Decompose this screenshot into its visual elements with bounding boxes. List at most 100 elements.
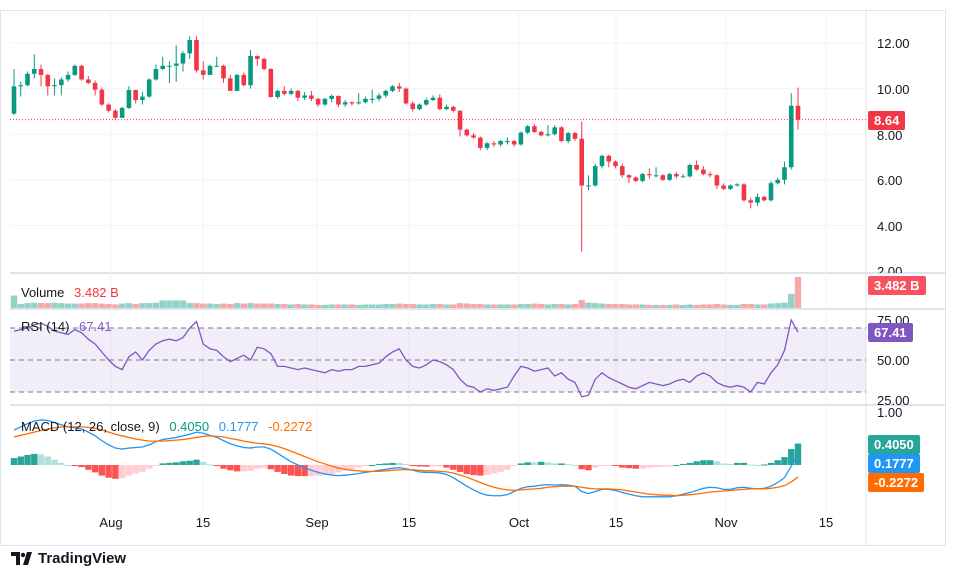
volume-bar xyxy=(477,303,484,308)
volume-bar xyxy=(254,303,261,308)
volume-legend[interactable]: Volume 3.482 B xyxy=(21,285,125,300)
candle-body xyxy=(505,141,510,143)
candle-body xyxy=(329,95,334,99)
volume-bar xyxy=(700,304,707,308)
time-tick: Aug xyxy=(99,515,123,530)
price-tick: 2.00 xyxy=(877,264,903,273)
macd-histogram-bar xyxy=(91,465,99,473)
candle-body xyxy=(484,143,490,148)
candle-body xyxy=(126,89,132,108)
candle-body xyxy=(613,161,618,167)
macd-histogram-bar xyxy=(132,465,139,474)
volume-bar xyxy=(693,304,700,308)
volume-bar xyxy=(625,304,633,308)
macd-histogram-bar xyxy=(673,465,680,466)
volume-bar xyxy=(179,300,187,308)
volume-bar xyxy=(571,303,579,308)
price-tick: 8.00 xyxy=(877,128,903,143)
candle-body xyxy=(579,138,585,186)
macd-legend[interactable]: MACD (12, 26, close, 9) 0.4050 0.1777 -0… xyxy=(21,419,318,434)
rsi-legend-title: RSI (14) xyxy=(21,319,70,334)
rsi-line xyxy=(13,318,799,398)
tradingview-logo[interactable]: TradingView xyxy=(11,550,126,567)
macd-histogram-bar xyxy=(436,465,443,467)
volume-bar xyxy=(132,303,139,308)
macd-histogram-bar xyxy=(510,465,518,467)
volume-bar xyxy=(17,303,24,308)
candle-body xyxy=(99,89,105,105)
macd-histogram-bar xyxy=(747,464,754,466)
volume-bar xyxy=(429,303,437,308)
volume-bar xyxy=(619,303,626,308)
candle-body xyxy=(741,184,747,201)
macd-histogram-bar xyxy=(612,465,619,467)
rsi-tick: 50.00 xyxy=(877,353,910,368)
volume-bar xyxy=(173,300,180,308)
macd-histogram-bar xyxy=(186,460,193,465)
time-tick: 15 xyxy=(401,515,417,530)
candle-body xyxy=(640,174,645,181)
candle-body xyxy=(680,176,686,178)
volume-bar xyxy=(125,303,133,308)
candle-body xyxy=(65,74,71,80)
volume-bar xyxy=(767,303,775,308)
candle-body xyxy=(261,58,267,69)
logo-text: TradingView xyxy=(38,550,127,567)
macd-histogram-bar xyxy=(571,465,579,466)
macd-histogram-bar xyxy=(450,465,457,470)
volume-bar xyxy=(247,303,254,308)
price-tick: 4.00 xyxy=(877,219,903,234)
macd-histogram-bar xyxy=(10,458,18,465)
volume-bar xyxy=(761,304,768,308)
volume-bar xyxy=(544,304,552,308)
macd-histogram-bar xyxy=(274,465,281,472)
macd-histogram-bar xyxy=(118,465,126,479)
volume-bar xyxy=(213,303,220,308)
candle-body xyxy=(255,55,260,59)
candle-body xyxy=(437,97,443,110)
candle-body xyxy=(478,137,483,148)
macd-histogram-bar xyxy=(200,461,207,465)
macd-histogram-bar xyxy=(85,465,92,470)
candle-body xyxy=(315,98,321,105)
candle-body xyxy=(248,55,253,86)
candle-body xyxy=(342,102,348,105)
volume-bar xyxy=(267,303,275,308)
macd-line xyxy=(13,419,799,498)
volume-bar xyxy=(396,303,403,308)
volume-bar xyxy=(220,303,227,308)
volume-bar xyxy=(341,304,349,308)
candle-body xyxy=(187,40,193,54)
macd-histogram-bar xyxy=(341,465,349,471)
macd-legend-signal: -0.2272 xyxy=(268,419,313,434)
candle-body xyxy=(714,175,720,186)
volume-bar xyxy=(193,303,200,308)
volume-bar xyxy=(186,303,193,308)
macd-histogram-bar xyxy=(794,443,802,465)
volume-bar xyxy=(754,304,761,308)
volume-bar xyxy=(152,302,160,308)
macd-histogram-bar xyxy=(578,465,585,470)
macd-histogram-bar xyxy=(565,463,572,465)
candle-body xyxy=(728,185,733,189)
candle-body xyxy=(592,166,598,186)
volume-bar xyxy=(646,304,653,308)
candle-body xyxy=(653,175,659,177)
candle-body xyxy=(430,97,436,100)
macd-histogram-bar xyxy=(788,449,795,465)
macd-histogram-bar xyxy=(233,465,241,472)
volume-bar xyxy=(592,303,599,308)
macd-histogram-bar xyxy=(369,465,376,466)
candle-body xyxy=(457,110,463,130)
volume-bar xyxy=(382,303,389,308)
macd-histogram-bar xyxy=(646,465,653,468)
volume-bar xyxy=(490,304,498,308)
volume-bar xyxy=(740,303,748,308)
macd-histogram-bar xyxy=(754,465,761,466)
volume-value-tag: 3.482 B xyxy=(868,276,926,295)
candle-body xyxy=(451,106,456,111)
rsi-legend[interactable]: RSI (14) 67.41 xyxy=(21,319,118,334)
macd-histogram-bar xyxy=(267,465,275,470)
volume-bar xyxy=(733,304,741,308)
